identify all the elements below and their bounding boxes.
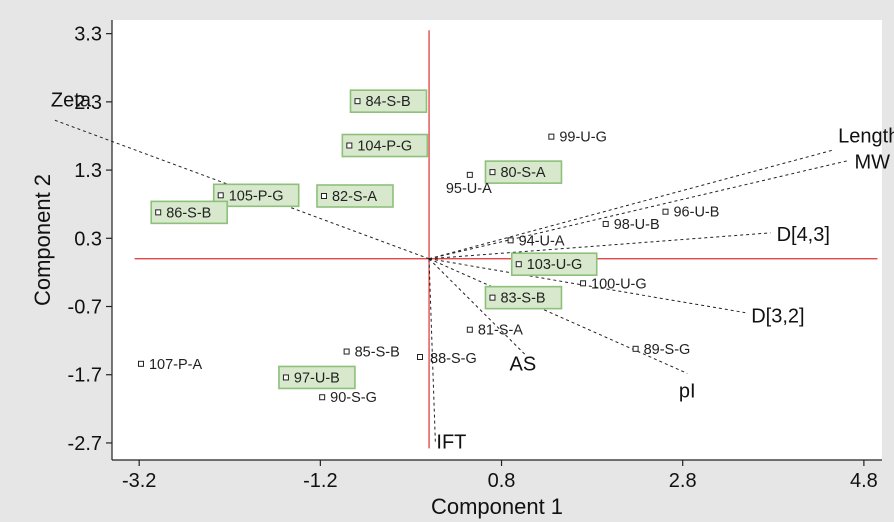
- highlight-box: [349, 89, 428, 113]
- highlight-box: [316, 184, 394, 208]
- point-label: 86-S-B: [166, 205, 211, 221]
- data-point: [417, 353, 423, 360]
- variable-label: AS: [510, 353, 537, 375]
- y-tick-label: 1.3: [74, 160, 102, 182]
- variable-vector: [428, 258, 688, 374]
- data-point: [320, 193, 327, 199]
- point-label: 99-U-G: [559, 130, 607, 146]
- point-label: 89-S-G: [644, 342, 691, 358]
- point-label: 88-S-G: [430, 351, 477, 367]
- point-label: 82-S-A: [332, 189, 377, 205]
- data-point: [632, 345, 639, 352]
- data-point: [515, 261, 522, 268]
- y-tick-label: -1.7: [68, 365, 102, 387]
- point-label: 97-U-B: [294, 370, 340, 386]
- x-tick-label: 2.8: [669, 470, 697, 492]
- point-label: 95-U-A: [446, 181, 492, 197]
- variable-label: IFT: [436, 432, 466, 454]
- data-point: [489, 294, 496, 301]
- point-label: 107-P-A: [149, 357, 203, 373]
- highlight-box: [484, 160, 563, 184]
- point-label: 94-U-A: [519, 233, 565, 249]
- highlight-box: [484, 285, 563, 310]
- data-point: [346, 142, 353, 149]
- variable-label: Length: [838, 125, 894, 147]
- variable-label: MW: [854, 152, 890, 174]
- variable-label: Zeta: [51, 89, 92, 111]
- data-point: [343, 348, 350, 355]
- data-point: [137, 360, 144, 367]
- point-label: 104-P-G: [357, 139, 412, 155]
- point-label: 83-S-B: [500, 291, 545, 307]
- data-point: [319, 394, 326, 401]
- point-label: 100-U-G: [591, 276, 647, 292]
- axes: -3.2 -1.2 0.8 2.8 4.8 3.3 2.3 1.3 0.3 -0.7 -1.7 -2.…: [68, 20, 882, 492]
- x-tick-label: 0.8: [488, 470, 516, 492]
- point-label: 105-P-G: [229, 188, 284, 204]
- data-point: [282, 374, 289, 381]
- data-point: [507, 237, 514, 244]
- point-label: 81-S-A: [478, 323, 523, 339]
- variable-label: D[3,2]: [751, 306, 804, 328]
- y-axis-title: Component 2: [30, 174, 55, 306]
- data-point: [354, 98, 361, 105]
- y-tick-label: 3.3: [74, 24, 102, 46]
- variable-vectors: Zeta Length MW D[4,3] D[3,2] AS pI IFT: [51, 89, 894, 453]
- point-label: 85-S-B: [355, 345, 400, 361]
- variable-vector: [428, 258, 528, 357]
- data-point: [662, 208, 669, 215]
- point-label: 84-S-B: [365, 94, 410, 110]
- point-label: 98-U-B: [614, 217, 660, 233]
- plot-area: [112, 20, 882, 460]
- highlight-box: [510, 252, 598, 277]
- x-tick-label: -3.2: [122, 470, 156, 492]
- point-label: 103-U-G: [527, 257, 583, 273]
- highlight-box: [341, 133, 429, 158]
- point-label: 96-U-B: [673, 205, 719, 221]
- variable-label: D[4,3]: [777, 224, 830, 246]
- data-point: [466, 171, 473, 178]
- x-tick-label: -1.2: [303, 470, 337, 492]
- data-point: [155, 209, 162, 216]
- highlight-box: [212, 183, 300, 208]
- highlight-box: [150, 200, 228, 225]
- y-tick-label: 2.3: [74, 92, 102, 114]
- point-label: 90-S-G: [330, 390, 377, 406]
- x-axis-title: Component 1: [431, 494, 563, 519]
- data-point: [602, 220, 609, 227]
- point-label: 80-S-A: [500, 165, 545, 181]
- data-point: [548, 133, 555, 140]
- y-tick-label: -0.7: [68, 297, 102, 319]
- x-tick-label: 4.8: [850, 470, 878, 492]
- y-tick-label: 0.3: [74, 228, 102, 250]
- data-point: [217, 192, 224, 199]
- data-point: [580, 280, 587, 287]
- y-tick-label: -2.7: [68, 433, 102, 455]
- reference-lines: [134, 30, 878, 449]
- highlight-box: [278, 365, 356, 390]
- variable-vector: [428, 258, 436, 444]
- variable-label: pI: [679, 380, 696, 402]
- data-point: [489, 169, 496, 176]
- data-point: [466, 326, 473, 333]
- observation-points: 84-S-B 104-P-G 105-P-G 86-S-B 82-S-A 80-S-A 95…: [137, 89, 719, 406]
